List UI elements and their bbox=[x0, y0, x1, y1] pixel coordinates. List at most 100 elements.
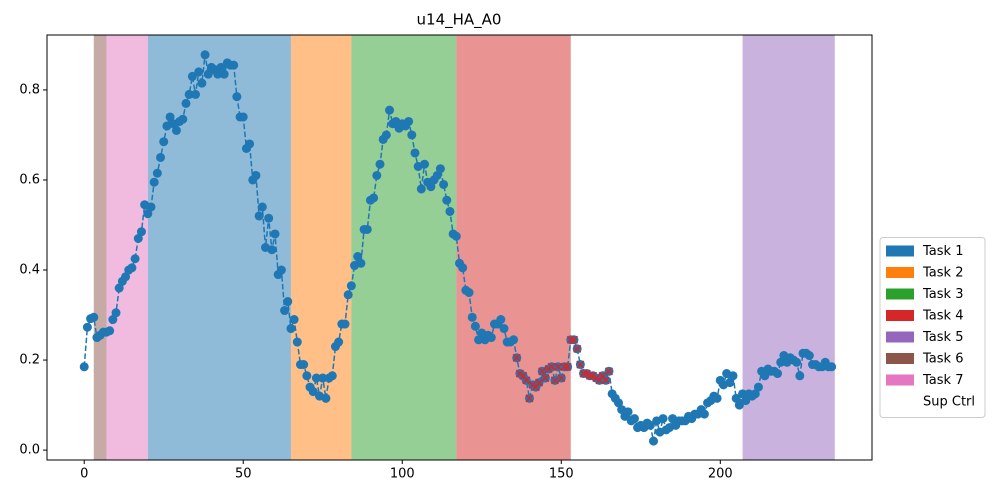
data-point bbox=[280, 306, 290, 316]
data-point bbox=[187, 71, 197, 81]
data-point bbox=[121, 272, 131, 282]
cross-marker bbox=[557, 374, 566, 383]
data-point bbox=[238, 112, 248, 122]
data-point bbox=[254, 211, 264, 221]
data-point bbox=[156, 152, 166, 162]
legend-label: Task 2 bbox=[922, 266, 963, 281]
data-point bbox=[191, 89, 201, 99]
data-point bbox=[178, 114, 188, 124]
cross-marker bbox=[547, 362, 556, 371]
data-point bbox=[728, 371, 738, 381]
y-tick-label: 0.2 bbox=[19, 353, 40, 368]
data-point bbox=[289, 315, 299, 325]
cross-marker bbox=[595, 376, 604, 385]
data-point bbox=[133, 233, 143, 243]
data-point bbox=[79, 362, 89, 372]
data-point bbox=[152, 168, 162, 178]
region bbox=[570, 35, 743, 460]
legend-label: Task 5 bbox=[922, 330, 963, 345]
legend-label: Sup Ctrl bbox=[923, 395, 975, 410]
data-point bbox=[614, 398, 624, 408]
data-point bbox=[264, 213, 274, 223]
data-point bbox=[623, 407, 633, 417]
legend-box bbox=[879, 237, 986, 418]
region bbox=[351, 35, 457, 460]
cross-marker bbox=[554, 362, 563, 371]
series bbox=[79, 50, 837, 446]
data-point bbox=[203, 69, 213, 79]
region bbox=[106, 35, 148, 460]
data-point bbox=[467, 312, 477, 322]
legend-label: Task 7 bbox=[922, 373, 963, 388]
data-point bbox=[795, 371, 805, 381]
data-point bbox=[194, 67, 204, 77]
data-point bbox=[292, 337, 302, 347]
data-point bbox=[302, 371, 312, 381]
cross-marker bbox=[550, 376, 559, 385]
data-point bbox=[165, 112, 175, 122]
data-point bbox=[232, 92, 242, 102]
data-point bbox=[420, 159, 430, 169]
legend-label: Task 4 bbox=[922, 309, 963, 324]
cross-marker bbox=[601, 376, 610, 385]
y-tick-label: 0.4 bbox=[19, 263, 40, 278]
data-point bbox=[369, 193, 379, 203]
data-point bbox=[474, 335, 484, 345]
data-point bbox=[343, 290, 353, 300]
x-tick-label: 150 bbox=[549, 467, 574, 482]
cross-marker bbox=[560, 362, 569, 371]
data-point bbox=[375, 159, 385, 169]
data-point bbox=[750, 389, 760, 399]
legend-swatch bbox=[886, 374, 914, 386]
data-point bbox=[321, 393, 331, 403]
x-tick-label: 0 bbox=[80, 467, 88, 482]
data-point bbox=[213, 69, 223, 79]
cross-marker bbox=[604, 367, 614, 376]
data-point bbox=[410, 148, 420, 158]
data-point bbox=[658, 414, 668, 424]
data-point bbox=[127, 263, 137, 273]
region bbox=[456, 35, 571, 460]
data-point bbox=[499, 324, 509, 334]
data-point bbox=[143, 209, 153, 219]
data-point bbox=[146, 202, 156, 212]
data-point bbox=[130, 254, 140, 264]
cross-marker bbox=[531, 383, 540, 392]
data-point bbox=[353, 252, 363, 262]
cross-marker bbox=[563, 362, 572, 371]
data-point bbox=[184, 89, 194, 99]
data-point bbox=[245, 139, 255, 149]
data-point bbox=[445, 206, 455, 216]
data-point bbox=[451, 231, 461, 241]
data-point bbox=[776, 357, 786, 367]
y-tick-label: 0.6 bbox=[19, 172, 40, 187]
y-tick-label: 0.0 bbox=[19, 443, 40, 458]
data-point bbox=[311, 373, 321, 383]
data-point bbox=[89, 312, 99, 322]
cross-marker bbox=[573, 344, 582, 353]
data-point bbox=[356, 258, 366, 268]
data-point bbox=[197, 78, 207, 88]
data-point bbox=[442, 195, 452, 205]
data-point bbox=[381, 130, 391, 140]
data-point bbox=[159, 137, 169, 147]
data-point bbox=[792, 357, 802, 367]
data-point bbox=[416, 184, 426, 194]
x-tick-label: 100 bbox=[390, 467, 415, 482]
data-point bbox=[216, 62, 226, 72]
data-point bbox=[773, 369, 783, 379]
data-point bbox=[181, 98, 191, 108]
data-point bbox=[435, 164, 445, 174]
data-point bbox=[404, 116, 414, 126]
cross-marker bbox=[534, 378, 544, 387]
data-point bbox=[299, 360, 309, 370]
cross-marker bbox=[598, 371, 607, 380]
cross-marker bbox=[569, 335, 579, 344]
data-point bbox=[229, 60, 239, 70]
data-point bbox=[509, 335, 519, 345]
data-point bbox=[827, 362, 837, 372]
data-point bbox=[407, 130, 417, 140]
legend-swatch bbox=[886, 396, 914, 407]
cross-marker bbox=[519, 371, 528, 380]
data-point bbox=[136, 227, 146, 237]
